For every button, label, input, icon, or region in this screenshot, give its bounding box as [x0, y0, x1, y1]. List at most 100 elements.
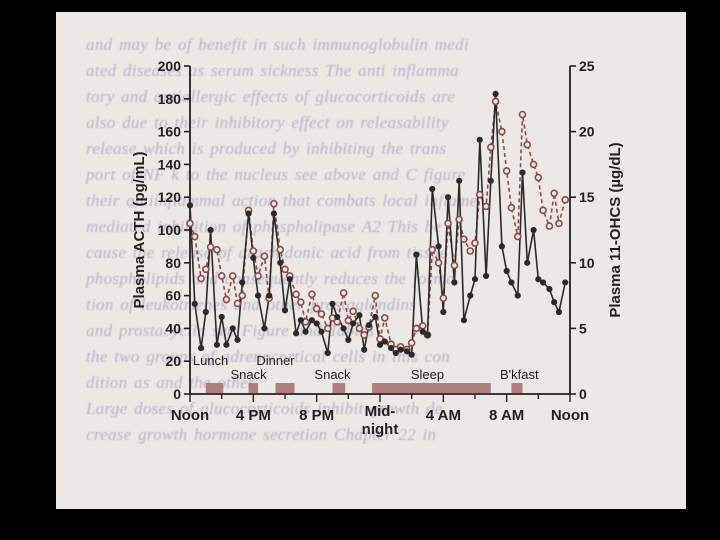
acth-marker — [219, 314, 224, 319]
acth-marker — [515, 293, 520, 298]
activity-label: B'kfast — [500, 367, 539, 382]
y-left-tick: 200 — [158, 58, 182, 74]
x-tick-label: 4 AM — [426, 407, 461, 424]
acth-marker — [461, 318, 466, 323]
acth-marker — [357, 313, 362, 318]
acth-marker — [540, 280, 545, 285]
acth-marker — [393, 350, 398, 355]
ohcs-marker — [250, 248, 256, 254]
acth-marker — [303, 329, 308, 334]
acth-marker — [208, 227, 213, 232]
acth-marker — [325, 350, 330, 355]
acth-marker — [382, 339, 387, 344]
ohcs-marker — [325, 325, 331, 331]
ohcs-marker — [493, 98, 499, 104]
ohcs-marker — [282, 266, 288, 272]
ohcs-marker — [451, 262, 457, 268]
acth-marker — [504, 268, 509, 273]
ohcs-marker — [520, 112, 526, 118]
acth-marker — [531, 227, 536, 232]
acth-marker — [314, 321, 319, 326]
acth-marker — [377, 342, 382, 347]
ohcs-marker — [203, 266, 209, 272]
y-right-tick: 15 — [579, 189, 595, 205]
acth-marker — [341, 326, 346, 331]
acth-marker — [436, 244, 441, 249]
y-left-tick: 160 — [158, 124, 182, 140]
ohcs-marker — [531, 161, 537, 167]
acth-marker — [330, 301, 335, 306]
ohcs-marker — [515, 234, 521, 240]
ohcs-line — [190, 101, 565, 349]
acth-marker — [298, 318, 303, 323]
ohcs-marker — [535, 175, 541, 181]
y-right-tick: 20 — [579, 124, 595, 140]
ohcs-marker — [409, 340, 415, 346]
ohcs-marker — [214, 247, 220, 253]
ohcs-marker — [436, 260, 442, 266]
page-scan: and may be of benefit in such immunoglob… — [56, 12, 686, 509]
ohcs-marker — [440, 295, 446, 301]
acth-marker — [214, 342, 219, 347]
ohcs-marker — [562, 197, 568, 203]
y-left-tick: 80 — [165, 255, 181, 271]
acth-marker — [388, 345, 393, 350]
ohcs-marker — [382, 315, 388, 321]
y-left-tick: 180 — [158, 91, 182, 107]
y-right-tick: 5 — [579, 320, 587, 336]
acth-marker — [441, 309, 446, 314]
acth-marker — [373, 314, 378, 319]
ohcs-marker — [504, 168, 510, 174]
ohcs-marker — [192, 234, 198, 240]
ohcs-marker — [413, 325, 419, 331]
ohcs-marker — [467, 248, 473, 254]
acth-marker — [483, 273, 488, 278]
ohcs-marker — [456, 217, 462, 223]
ohcs-marker — [445, 220, 451, 226]
acth-marker — [556, 309, 561, 314]
acth-marker — [251, 255, 256, 260]
ohcs-marker — [239, 293, 245, 299]
activity-bar — [276, 383, 295, 393]
ohcs-marker — [546, 223, 552, 229]
acth-marker — [278, 260, 283, 265]
ohcs-marker — [429, 247, 435, 253]
ohcs-marker — [314, 306, 320, 312]
activity-label: Snack — [314, 367, 351, 382]
acth-marker — [404, 349, 409, 354]
activity-bar — [333, 383, 346, 393]
activity-label: Lunch — [193, 353, 228, 368]
acth-marker — [457, 178, 462, 183]
acth-marker — [409, 352, 414, 357]
ohcs-marker — [551, 190, 557, 196]
activity-label: Sleep — [411, 367, 444, 382]
x-tick-label: Mid- — [365, 403, 396, 420]
acth-marker — [267, 293, 272, 298]
ohcs-marker — [230, 273, 236, 279]
acth-marker — [287, 277, 292, 282]
y-right-tick: 0 — [579, 386, 587, 402]
x-tick-label: 8 AM — [489, 407, 524, 424]
activity-label: Snack — [231, 367, 268, 382]
acth-marker — [319, 329, 324, 334]
acth-marker — [235, 337, 240, 342]
ohcs-marker — [309, 291, 315, 297]
acth-marker — [552, 300, 557, 305]
acth-marker — [271, 211, 276, 216]
acth-marker — [398, 347, 403, 352]
acth-marker — [282, 308, 287, 313]
acth-marker — [509, 280, 514, 285]
acth-marker — [547, 286, 552, 291]
x-tick-label: 4 PM — [236, 407, 271, 424]
ohcs-marker — [261, 253, 267, 259]
ohcs-marker — [372, 293, 378, 299]
ohcs-marker — [341, 290, 347, 296]
acth-marker — [293, 331, 298, 336]
acth-marker — [468, 293, 473, 298]
activity-bar — [206, 383, 223, 393]
acth-marker — [477, 137, 482, 142]
ohcs-marker — [219, 273, 225, 279]
x-tick-label: Noon — [551, 407, 589, 424]
y-left-tick: 60 — [165, 288, 181, 304]
acth-marker — [224, 342, 229, 347]
